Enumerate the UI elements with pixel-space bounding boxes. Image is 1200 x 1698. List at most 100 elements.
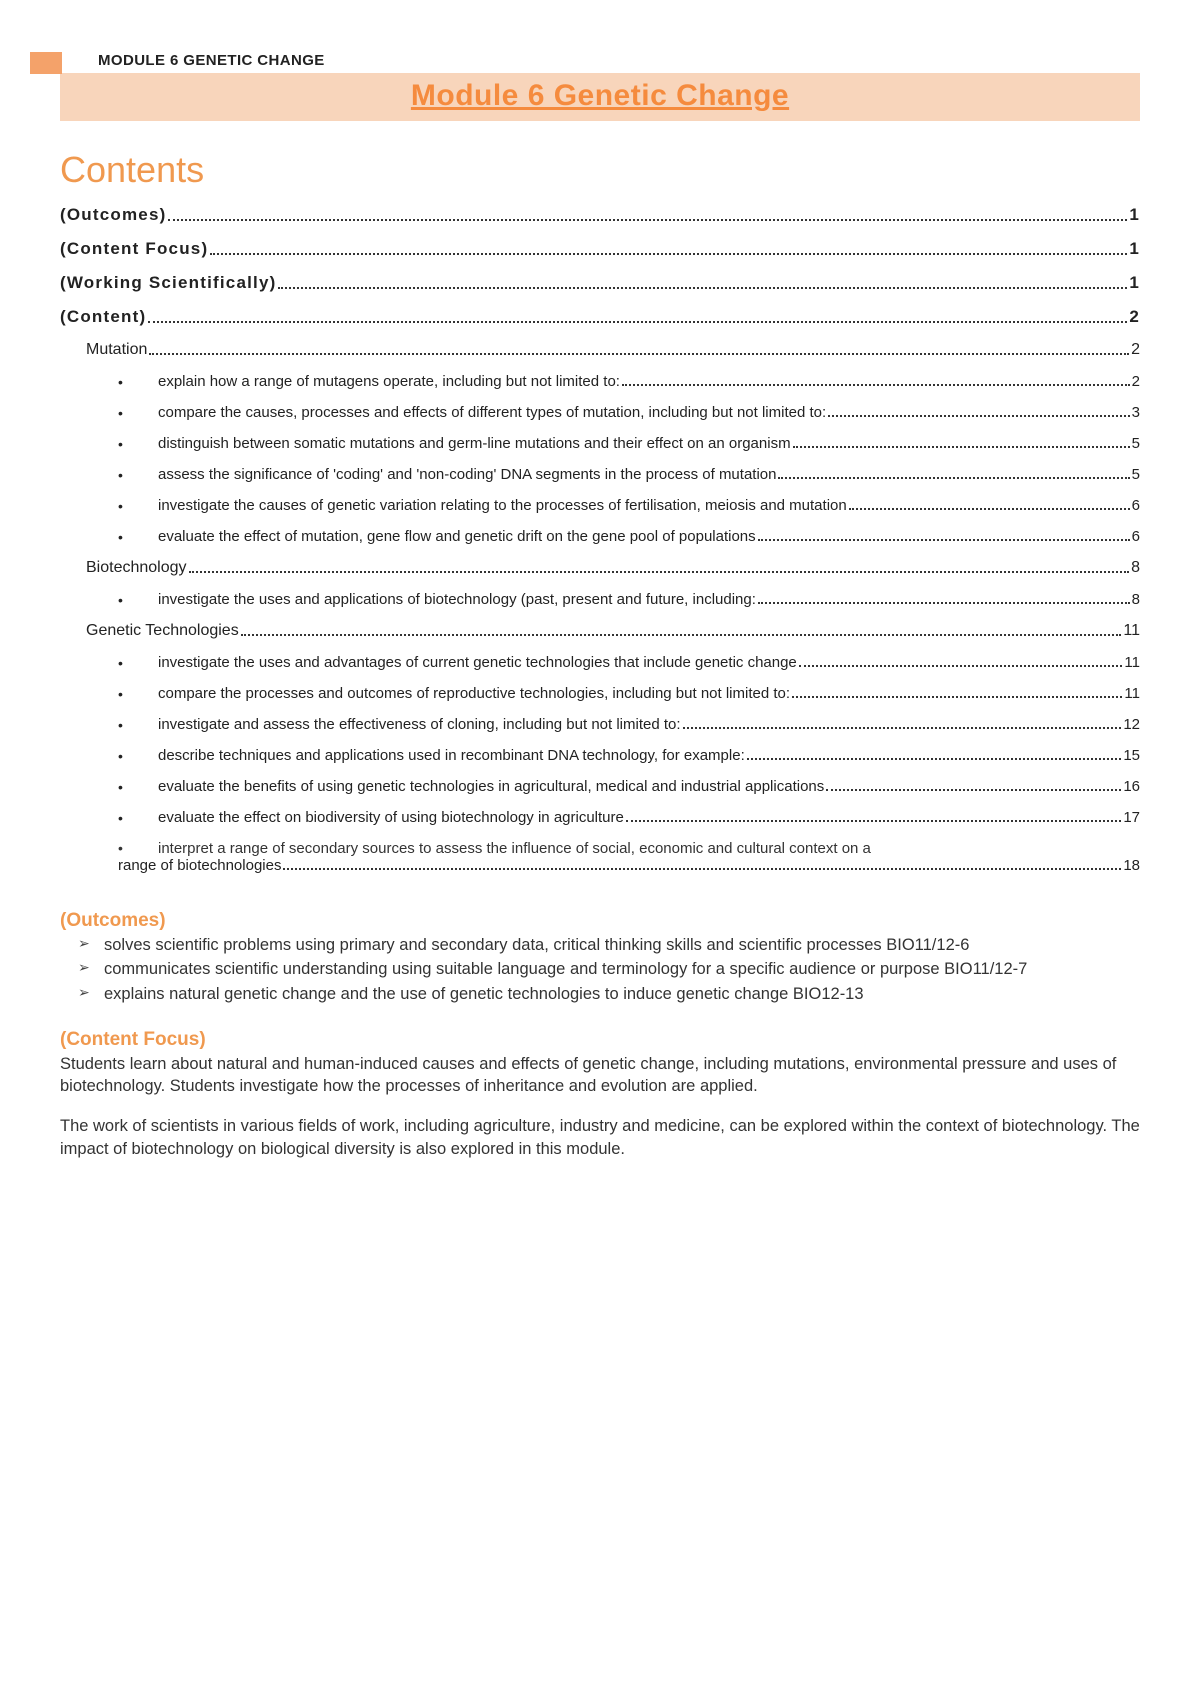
bullet-icon: •	[118, 405, 158, 421]
outcomes-item: communicates scientific understanding us…	[78, 958, 1140, 980]
toc-entry: • describe techniques and applications u…	[60, 747, 1140, 764]
toc-leader	[148, 321, 1127, 323]
toc-entry: (Content) 2	[60, 307, 1140, 327]
toc-leader	[799, 665, 1123, 667]
toc-label-line1: interpret a range of secondary sources t…	[158, 840, 871, 857]
toc-entry: Genetic Technologies 11	[60, 622, 1140, 640]
bullet-icon: •	[118, 467, 158, 483]
toc-leader	[241, 634, 1122, 636]
toc-label: compare the causes, processes and effect…	[158, 404, 826, 421]
outcomes-heading: (Outcomes)	[60, 910, 1140, 932]
toc-page-num: 8	[1132, 591, 1140, 608]
title-banner: Module 6 Genetic Change	[60, 73, 1140, 121]
bullet-icon: •	[118, 810, 158, 826]
toc-label: evaluate the effect of mutation, gene fl…	[158, 528, 756, 545]
toc-page-num: 8	[1131, 559, 1140, 577]
contents-heading: Contents	[60, 149, 1140, 191]
toc-label: investigate the uses and applications of…	[158, 591, 756, 608]
bullet-icon: •	[118, 748, 158, 764]
toc-label: assess the significance of 'coding' and …	[158, 466, 776, 483]
toc-leader	[778, 477, 1129, 479]
toc-leader	[283, 868, 1121, 870]
bullet-icon: •	[118, 779, 158, 795]
toc-label: distinguish between somatic mutations an…	[158, 435, 791, 452]
toc-page-num: 2	[1132, 373, 1140, 390]
toc-page-num: 16	[1123, 778, 1140, 795]
toc-leader	[189, 571, 1130, 573]
toc-label: Mutation	[86, 341, 147, 359]
toc-page-num: 1	[1129, 273, 1140, 293]
toc-label: explain how a range of mutagens operate,…	[158, 373, 620, 390]
toc-label: (Content)	[60, 307, 146, 327]
toc-entry: Mutation 2	[60, 341, 1140, 359]
toc-label: (Working Scientifically)	[60, 273, 276, 293]
toc-entry: • compare the causes, processes and effe…	[60, 404, 1140, 421]
toc-entry: • evaluate the benefits of using genetic…	[60, 778, 1140, 795]
page-title: Module 6 Genetic Change	[60, 79, 1140, 113]
outcomes-list: solves scientific problems using primary…	[60, 934, 1140, 1005]
toc-entry: • investigate the causes of genetic vari…	[60, 497, 1140, 514]
toc-leader	[793, 446, 1130, 448]
toc-entry: (Content Focus) 1	[60, 239, 1140, 259]
toc-page-num: 5	[1132, 435, 1140, 452]
bullet-icon: •	[118, 592, 158, 608]
outcomes-item: explains natural genetic change and the …	[78, 983, 1140, 1005]
toc-page-num: 5	[1132, 466, 1140, 483]
bullet-icon: •	[118, 436, 158, 452]
toc-page-num: 2	[1131, 341, 1140, 359]
toc-leader	[792, 696, 1122, 698]
bullet-icon: •	[118, 655, 158, 671]
toc-page-num: 11	[1123, 622, 1140, 640]
toc-leader	[210, 253, 1127, 255]
toc-label: evaluate the effect on biodiversity of u…	[158, 809, 624, 826]
toc-leader	[758, 539, 1130, 541]
toc-leader	[828, 415, 1129, 417]
bullet-icon: •	[118, 529, 158, 545]
toc-leader	[622, 384, 1130, 386]
toc-page-num: 1	[1129, 239, 1140, 259]
header-accent-tab	[30, 52, 62, 74]
content-focus-heading: (Content Focus)	[60, 1029, 1140, 1051]
toc-label: (Content Focus)	[60, 239, 208, 259]
toc-leader	[758, 602, 1130, 604]
toc-entry: • evaluate the effect of mutation, gene …	[60, 528, 1140, 545]
toc-page-num: 2	[1129, 307, 1140, 327]
toc-leader	[168, 219, 1127, 221]
toc-entry: • evaluate the effect on biodiversity of…	[60, 809, 1140, 826]
toc-page-num: 3	[1132, 404, 1140, 421]
toc-leader	[149, 353, 1129, 355]
content-focus-para: The work of scientists in various fields…	[60, 1115, 1140, 1160]
toc-entry: • investigate and assess the effectivene…	[60, 716, 1140, 733]
toc-entry: • explain how a range of mutagens operat…	[60, 373, 1140, 390]
toc-label: investigate and assess the effectiveness…	[158, 716, 681, 733]
toc-label: investigate the uses and advantages of c…	[158, 654, 797, 671]
table-of-contents: (Outcomes) 1 (Content Focus) 1 (Working …	[60, 205, 1140, 874]
toc-page-num: 15	[1123, 747, 1140, 764]
toc-page-num: 6	[1132, 497, 1140, 514]
toc-entry: • compare the processes and outcomes of …	[60, 685, 1140, 702]
toc-entry: • investigate the uses and advantages of…	[60, 654, 1140, 671]
content-focus-para: Students learn about natural and human-i…	[60, 1053, 1140, 1098]
toc-label: evaluate the benefits of using genetic t…	[158, 778, 824, 795]
toc-entry: • distinguish between somatic mutations …	[60, 435, 1140, 452]
toc-label: (Outcomes)	[60, 205, 166, 225]
toc-page-num: 1	[1129, 205, 1140, 225]
bullet-icon: •	[118, 717, 158, 733]
toc-page-num: 6	[1132, 528, 1140, 545]
toc-entry: (Working Scientifically) 1	[60, 273, 1140, 293]
toc-leader	[747, 758, 1122, 760]
toc-entry: (Outcomes) 1	[60, 205, 1140, 225]
document-page: MODULE 6 GENETIC CHANGE Module 6 Genetic…	[0, 0, 1200, 1698]
toc-entry: • investigate the uses and applications …	[60, 591, 1140, 608]
toc-page-num: 12	[1123, 716, 1140, 733]
toc-page-num: 18	[1123, 857, 1140, 874]
toc-label: compare the processes and outcomes of re…	[158, 685, 790, 702]
toc-leader	[626, 820, 1121, 822]
outcomes-item: solves scientific problems using primary…	[78, 934, 1140, 956]
toc-leader	[683, 727, 1122, 729]
toc-page-num: 11	[1124, 685, 1140, 702]
bullet-icon: •	[118, 686, 158, 702]
toc-entry: Biotechnology 8	[60, 559, 1140, 577]
toc-label-line2: range of biotechnologies	[60, 857, 281, 874]
page-header-label: MODULE 6 GENETIC CHANGE	[60, 48, 1140, 69]
